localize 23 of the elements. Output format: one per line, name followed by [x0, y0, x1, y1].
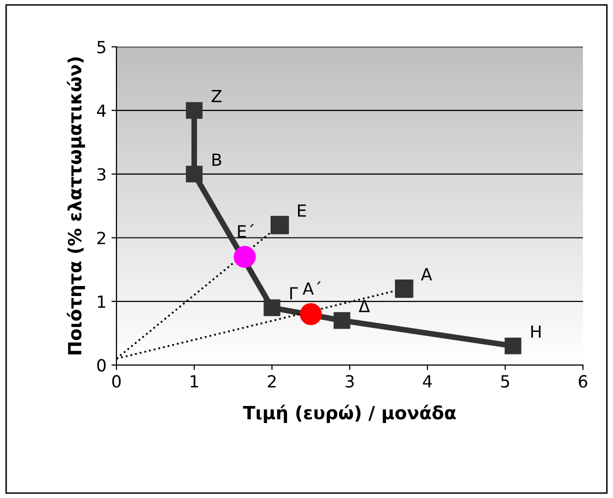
- x-axis-title: Τιμή (ευρώ) / μονάδα: [243, 404, 456, 423]
- data-label: Γ: [290, 287, 298, 300]
- y-tick-label: 2: [97, 232, 106, 244]
- x-tick-label: 3: [346, 375, 354, 388]
- x-tick-label: 1: [190, 375, 198, 388]
- data-label: Z: [212, 90, 222, 102]
- x-tick-label: 2: [268, 375, 276, 388]
- y-tick-label: 1: [98, 296, 106, 308]
- x-tick-label: 4: [422, 375, 432, 388]
- y-tick-label: 3: [97, 168, 106, 181]
- data-label: H: [531, 325, 541, 338]
- data-label: E΄: [238, 224, 254, 238]
- x-tick-label: 5: [501, 375, 510, 388]
- data-label: A΄: [302, 281, 321, 295]
- y-tick-label: 4: [96, 104, 106, 117]
- x-tick-label: 6: [578, 375, 588, 388]
- y-tick-label: 0: [97, 358, 106, 372]
- data-label: A: [420, 268, 432, 280]
- x-tick-label: 0: [112, 375, 121, 388]
- y-axis-title: Ποιότητα (% ελαττωματικών): [66, 57, 86, 354]
- y-tick-label: 5: [97, 40, 106, 54]
- data-label: B: [212, 154, 222, 166]
- data-label: E: [298, 204, 306, 217]
